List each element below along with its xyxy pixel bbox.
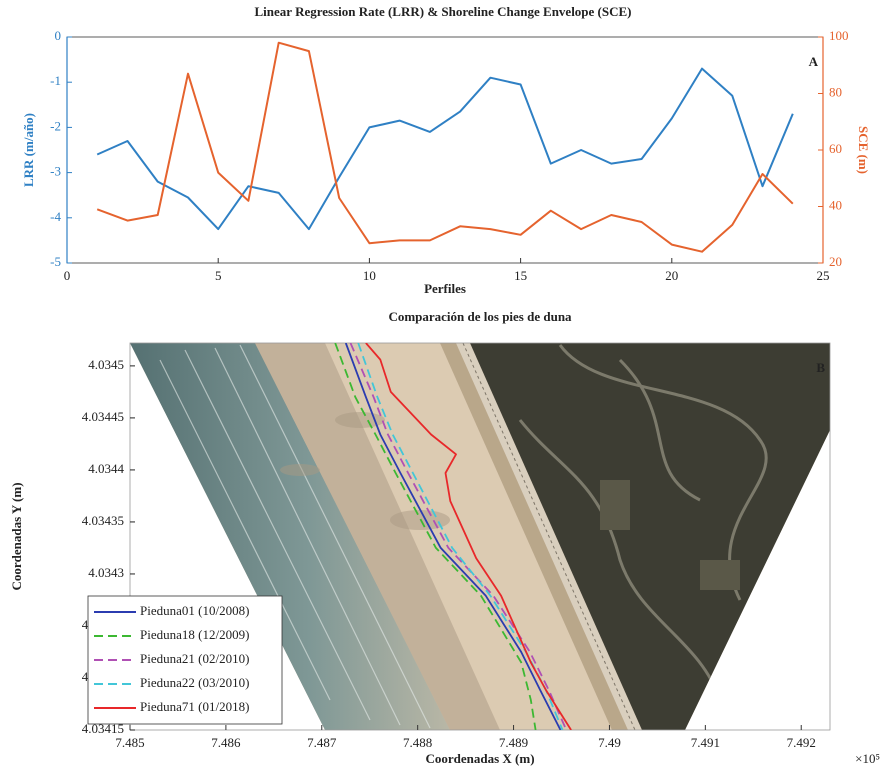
y-tick-label: 4.03435 xyxy=(82,513,124,528)
x-axis-label: Coordenadas X (m) xyxy=(425,751,534,766)
y-tick-label: 4.0343 xyxy=(88,565,124,580)
data-line xyxy=(344,343,562,730)
data-line xyxy=(365,343,572,730)
y-tick-label: -2 xyxy=(50,118,61,133)
y2-tick-label: 80 xyxy=(829,84,842,99)
y-tick-label: 4.03415 xyxy=(82,721,124,736)
x-tick-label: 7.486 xyxy=(211,735,241,750)
x-axis-label: Perfiles xyxy=(424,281,466,296)
y-tick-label: 4.03445 xyxy=(82,409,124,424)
chart-title: Comparación de los pies de duna xyxy=(388,309,572,324)
y-tick-label: -5 xyxy=(50,254,61,269)
y-axis-label: LRR (m/año) xyxy=(21,113,36,187)
y-tick-label: 4.0345 xyxy=(88,357,124,372)
legend-box xyxy=(87,595,283,725)
y-tick-label: 4.0344 xyxy=(88,461,124,476)
data-line xyxy=(96,41,794,253)
y-tick-label: 0 xyxy=(55,28,62,43)
x-tick-label: 10 xyxy=(363,268,376,283)
legend-label: Pieduna01 (10/2008) xyxy=(140,603,249,618)
legend-label: Pieduna21 (02/2010) xyxy=(140,651,249,666)
x-tick-label: 7.487 xyxy=(307,735,337,750)
axes-frame xyxy=(129,342,831,731)
legend: Pieduna01 (10/2008) Pieduna18 (12/2009) Pi… xyxy=(87,595,283,725)
y2-tick-label: 60 xyxy=(829,141,842,156)
x-tick-label: 7.485 xyxy=(115,735,144,750)
x-tick-label: 5 xyxy=(215,268,222,283)
y2-tick-label: 40 xyxy=(829,197,842,212)
x-tick-label: 15 xyxy=(514,268,527,283)
x-tick-label: 25 xyxy=(817,268,830,283)
y-tick-label: -1 xyxy=(50,73,61,88)
legend-label: Pieduna18 (12/2009) xyxy=(140,627,249,642)
data-line xyxy=(96,67,794,231)
aerial-image xyxy=(130,343,830,730)
y2-tick-label: 100 xyxy=(829,28,849,43)
panel-label: B xyxy=(816,360,825,375)
y2-tick-label: 20 xyxy=(829,254,842,269)
x-tick-label: 20 xyxy=(665,268,678,283)
legend-label: Pieduna71 (01/2018) xyxy=(140,699,249,714)
data-line xyxy=(334,343,537,730)
y-axis-label: Coordenadas Y (m) xyxy=(9,482,24,590)
y-tick-label: -4 xyxy=(50,209,61,224)
axes-frame xyxy=(66,36,824,264)
y2-axis-label: SCE (m) xyxy=(856,126,871,174)
x-tick-label: 7.491 xyxy=(691,735,720,750)
x-tick-label: 7.488 xyxy=(403,735,432,750)
chart-title: Linear Regression Rate (LRR) & Shoreline… xyxy=(255,4,632,19)
x-tick-label: 7.492 xyxy=(787,735,816,750)
legend-label: Pieduna22 (03/2010) xyxy=(140,675,249,690)
data-line xyxy=(349,343,568,730)
panel-label: A xyxy=(809,54,819,69)
x-tick-label: 7.49 xyxy=(598,735,621,750)
x-tick-label: 0 xyxy=(64,268,71,283)
x-axis-multiplier: ×10⁵ xyxy=(855,751,880,766)
x-tick-label: 7.489 xyxy=(499,735,528,750)
y-tick-label: -3 xyxy=(50,164,61,179)
